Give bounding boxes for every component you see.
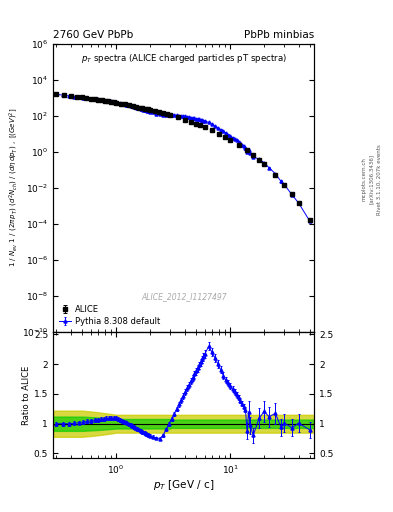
Text: Rivet 3.1.10, 207k events: Rivet 3.1.10, 207k events [377, 144, 382, 215]
Text: [arXiv:1306.3436]: [arXiv:1306.3436] [369, 154, 374, 204]
Text: PbPb minbias: PbPb minbias [244, 30, 314, 40]
X-axis label: $p_{T}\ \mathrm{[GeV\ /\ c]}$: $p_{T}\ \mathrm{[GeV\ /\ c]}$ [153, 478, 215, 492]
Text: mcplots.cern.ch: mcplots.cern.ch [361, 157, 366, 201]
Legend: ALICE, Pythia 8.308 default: ALICE, Pythia 8.308 default [57, 304, 162, 327]
Y-axis label: Ratio to ALICE: Ratio to ALICE [22, 365, 31, 424]
Text: $p_{T}$ spectra (ALICE charged particles pT spectra): $p_{T}$ spectra (ALICE charged particles… [81, 52, 287, 65]
Text: ALICE_2012_I1127497: ALICE_2012_I1127497 [141, 292, 226, 302]
Y-axis label: $1\ /\ N_{ev}\ 1\ /\ (2\pi\,p_{T})\ (d^{2}N_{ch})\ /\ (d\eta\,dp_{T})\ ,\ [(GeV): $1\ /\ N_{ev}\ 1\ /\ (2\pi\,p_{T})\ (d^{… [7, 108, 20, 267]
Text: 2760 GeV PbPb: 2760 GeV PbPb [53, 30, 133, 40]
